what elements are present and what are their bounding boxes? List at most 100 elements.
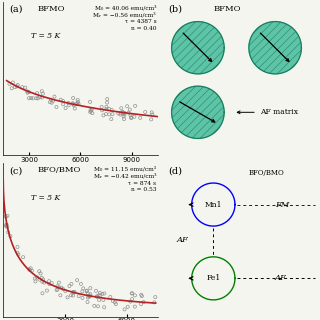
Point	[75, 102, 80, 107]
Point	[86, 294, 92, 299]
Point	[70, 293, 76, 298]
Point	[49, 100, 54, 105]
Point	[88, 108, 93, 114]
Point	[113, 301, 118, 307]
Text: Mn1: Mn1	[204, 201, 222, 209]
Point	[110, 112, 115, 117]
Point	[110, 299, 116, 304]
Point	[42, 280, 47, 285]
Text: Fe1: Fe1	[206, 274, 220, 282]
Point	[81, 286, 86, 291]
Point	[109, 107, 114, 112]
Polygon shape	[249, 21, 301, 74]
Point	[108, 294, 113, 300]
Point	[88, 293, 93, 298]
Point	[100, 291, 105, 296]
Point	[70, 101, 76, 107]
Point	[76, 293, 81, 299]
Point	[149, 110, 154, 115]
Point	[89, 107, 94, 112]
Text: (c): (c)	[9, 166, 23, 175]
Point	[37, 277, 42, 282]
Point	[88, 285, 93, 291]
Point	[66, 103, 71, 108]
Point	[129, 115, 134, 120]
Point	[29, 268, 35, 273]
Point	[104, 100, 109, 105]
Point	[25, 90, 30, 95]
Point	[102, 291, 107, 296]
Point	[54, 104, 59, 109]
Point	[34, 96, 39, 101]
Point	[4, 222, 9, 227]
Point	[78, 281, 84, 286]
Point	[15, 83, 20, 88]
Point	[119, 106, 124, 111]
Point	[152, 300, 157, 305]
Point	[88, 99, 93, 104]
Point	[38, 271, 43, 276]
Point	[105, 97, 110, 102]
Point	[35, 96, 40, 101]
Point	[71, 103, 76, 108]
Point	[28, 96, 34, 101]
Text: M₀ = 40.06 emu/cm³
Mᵣ = −0.56 emu/cm³
τ = 4387 s
n = 0.40: M₀ = 40.06 emu/cm³ Mᵣ = −0.56 emu/cm³ τ …	[93, 5, 156, 31]
Text: (a): (a)	[9, 5, 23, 14]
Point	[49, 281, 54, 286]
Point	[122, 116, 127, 122]
Point	[104, 106, 109, 111]
Point	[85, 295, 91, 300]
Point	[76, 101, 81, 107]
Point	[55, 284, 60, 289]
Point	[130, 291, 135, 296]
Point	[122, 307, 127, 312]
Point	[139, 302, 144, 307]
Point	[98, 293, 103, 298]
Point	[4, 224, 10, 229]
Point	[80, 295, 85, 300]
Point	[139, 293, 144, 299]
Point	[122, 112, 127, 117]
Point	[63, 106, 68, 111]
Point	[122, 110, 127, 116]
Point	[40, 91, 45, 96]
Text: BFMO: BFMO	[37, 5, 65, 13]
Point	[75, 277, 80, 283]
Point	[132, 103, 138, 108]
Point	[88, 108, 93, 113]
Point	[107, 112, 112, 117]
Point	[71, 290, 76, 295]
Point	[39, 275, 44, 280]
Point	[12, 84, 17, 90]
Point	[40, 291, 45, 296]
Text: (d): (d)	[169, 166, 182, 175]
Point	[85, 291, 90, 296]
Point	[35, 275, 40, 280]
Text: AF: AF	[177, 236, 188, 244]
X-axis label: t (s): t (s)	[73, 164, 88, 172]
Point	[94, 294, 100, 299]
Point	[101, 113, 106, 118]
Point	[58, 97, 63, 102]
Text: FM: FM	[275, 201, 290, 209]
Text: AF: AF	[275, 274, 287, 282]
Point	[37, 269, 42, 274]
Point	[4, 222, 9, 227]
Point	[74, 101, 79, 107]
Point	[70, 290, 76, 295]
Point	[72, 289, 77, 294]
Point	[69, 281, 74, 286]
Point	[48, 97, 53, 102]
Point	[3, 223, 8, 228]
Point	[60, 102, 66, 107]
Point	[47, 100, 52, 105]
Point	[94, 294, 99, 299]
Point	[7, 81, 12, 86]
Point	[87, 294, 92, 299]
Point	[112, 300, 117, 305]
Point	[71, 95, 76, 100]
Point	[128, 299, 133, 304]
Point	[20, 85, 25, 90]
Text: T = 5 K: T = 5 K	[31, 194, 60, 202]
Point	[46, 279, 52, 284]
